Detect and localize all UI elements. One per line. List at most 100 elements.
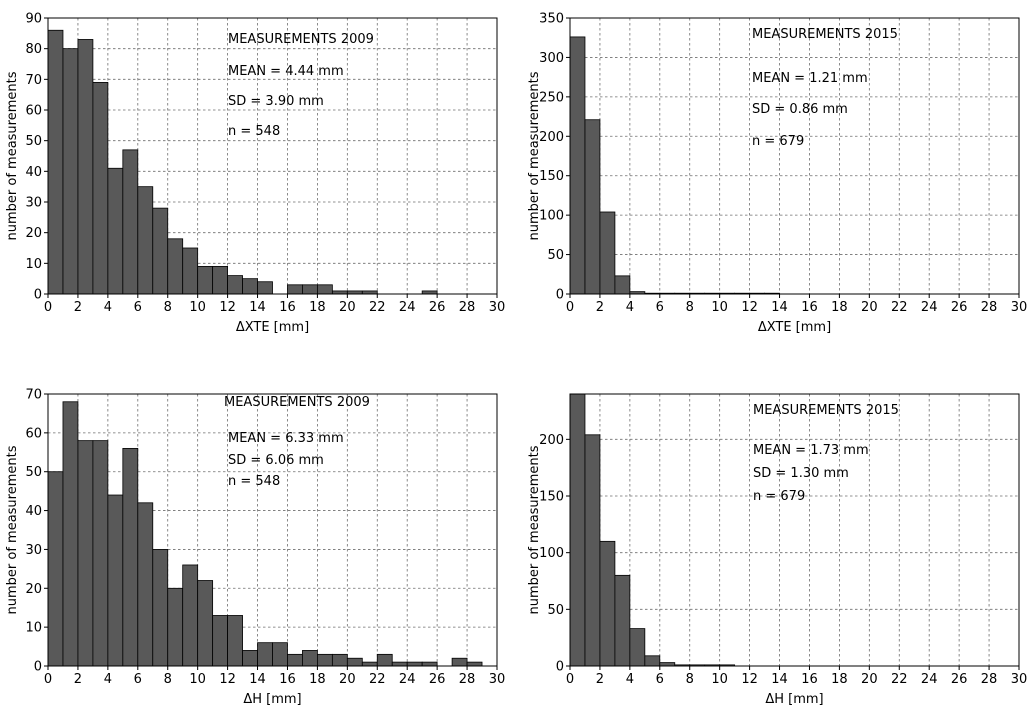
x-tick-label: 2 bbox=[596, 672, 604, 687]
histogram-bar bbox=[122, 149, 139, 295]
histogram-bar bbox=[316, 284, 333, 295]
x-tick-label: 12 bbox=[219, 300, 236, 315]
histogram-bar bbox=[92, 82, 109, 295]
annotation-stat: MEAN = 4.44 mm bbox=[228, 64, 344, 79]
histogram-bar bbox=[182, 564, 199, 667]
histogram-bar bbox=[182, 247, 199, 295]
y-tick-label: 200 bbox=[539, 130, 564, 145]
x-tick-label: 30 bbox=[489, 300, 506, 315]
y-tick-label: 90 bbox=[25, 12, 42, 27]
x-tick-label: 12 bbox=[741, 300, 758, 315]
x-tick-label: 14 bbox=[771, 672, 788, 687]
histogram-bar bbox=[152, 207, 169, 295]
panel-dh-2009: 0 2 4 6 8 10 12 14 16 18 20 22 24 26 28 300102030405060… bbox=[5, 388, 505, 708]
histogram-bar bbox=[376, 653, 393, 667]
x-tick-label: 30 bbox=[1011, 300, 1028, 315]
histogram-bar bbox=[361, 661, 378, 667]
x-tick-label: 2 bbox=[74, 672, 82, 687]
histogram-bar bbox=[569, 393, 586, 667]
y-tick-label: 0 bbox=[34, 660, 42, 675]
histogram-bar bbox=[331, 653, 348, 667]
y-tick-label: 40 bbox=[25, 165, 42, 180]
panel-xte-2009: 0 2 4 6 8 10 12 14 16 18 20 22 24 26 28 300102030405060… bbox=[5, 12, 505, 336]
x-axis-label: ΔH [mm] bbox=[243, 692, 301, 707]
histogram-bar bbox=[629, 628, 646, 667]
x-tick-label: 22 bbox=[369, 672, 386, 687]
histogram-bar bbox=[227, 615, 243, 667]
y-axis-label: number of measurements bbox=[5, 445, 20, 614]
histogram-bar bbox=[122, 447, 139, 667]
annotation-title: MEASUREMENTS 2015 bbox=[753, 403, 899, 418]
histogram-bar bbox=[242, 278, 258, 295]
annotation-stat: SD = 3.90 mm bbox=[228, 94, 324, 109]
x-tick-label: 28 bbox=[459, 300, 476, 315]
x-tick-label: 14 bbox=[249, 300, 266, 315]
y-tick-label: 60 bbox=[25, 426, 42, 441]
x-tick-label: 26 bbox=[429, 672, 446, 687]
x-tick-label: 30 bbox=[489, 672, 506, 687]
x-tick-label: 4 bbox=[104, 300, 112, 315]
histogram-bar bbox=[346, 657, 363, 667]
x-tick-label: 20 bbox=[339, 672, 356, 687]
y-tick-label: 40 bbox=[25, 504, 42, 519]
x-tick-label: 8 bbox=[164, 672, 172, 687]
y-tick-label: 20 bbox=[25, 582, 42, 597]
annotation-stat: n = 679 bbox=[753, 489, 805, 504]
annotation-title: MEASUREMENTS 2009 bbox=[224, 395, 370, 410]
plot-frame bbox=[569, 17, 1020, 295]
y-tick-label: 0 bbox=[556, 288, 564, 303]
y-tick-label: 30 bbox=[25, 543, 42, 558]
x-axis-label: ΔH [mm] bbox=[765, 692, 823, 707]
x-tick-label: 24 bbox=[399, 300, 416, 315]
y-tick-label: 30 bbox=[25, 196, 42, 211]
x-tick-label: 6 bbox=[134, 672, 142, 687]
annotation-title: MEASUREMENTS 2015 bbox=[752, 27, 898, 42]
annotation-title: MEASUREMENTS 2009 bbox=[228, 32, 374, 47]
y-axis-label: number of measurements bbox=[5, 71, 20, 240]
x-tick-label: 24 bbox=[921, 672, 938, 687]
histogram-bar bbox=[242, 650, 258, 667]
x-tick-label: 20 bbox=[339, 300, 356, 315]
x-tick-label: 16 bbox=[801, 300, 818, 315]
histogram-bar bbox=[614, 574, 631, 667]
histogram-bar bbox=[599, 540, 616, 667]
histogram-bar bbox=[569, 36, 586, 295]
x-tick-label: 12 bbox=[741, 672, 758, 687]
y-tick-label: 50 bbox=[547, 603, 564, 618]
x-tick-label: 0 bbox=[566, 300, 574, 315]
histogram-bar bbox=[451, 657, 468, 667]
annotation-stat: SD = 0.86 mm bbox=[752, 102, 848, 117]
x-tick-label: 0 bbox=[44, 672, 52, 687]
annotation-stat: MEAN = 1.73 mm bbox=[753, 443, 869, 458]
x-tick-label: 24 bbox=[399, 672, 416, 687]
x-tick-label: 26 bbox=[429, 300, 446, 315]
y-tick-label: 300 bbox=[539, 51, 564, 66]
plot-frame bbox=[569, 393, 1020, 667]
y-tick-label: 70 bbox=[25, 388, 42, 403]
histogram-bar bbox=[584, 119, 601, 295]
histogram-bar bbox=[212, 265, 228, 295]
x-tick-label: 22 bbox=[369, 300, 386, 315]
x-tick-label: 2 bbox=[596, 300, 604, 315]
annotation-stat: n = 548 bbox=[228, 124, 280, 139]
y-tick-label: 70 bbox=[25, 73, 42, 88]
y-axis-label: number of measurements bbox=[527, 71, 542, 240]
x-tick-label: 18 bbox=[831, 672, 848, 687]
x-tick-label: 26 bbox=[951, 300, 968, 315]
x-tick-label: 20 bbox=[861, 672, 878, 687]
x-tick-label: 8 bbox=[686, 672, 694, 687]
histogram-bar bbox=[391, 661, 408, 667]
histogram-bar bbox=[62, 48, 79, 295]
y-tick-label: 0 bbox=[34, 288, 42, 303]
histogram-bar bbox=[77, 39, 94, 295]
y-tick-label: 250 bbox=[539, 90, 564, 105]
x-tick-label: 10 bbox=[711, 672, 728, 687]
x-tick-label: 12 bbox=[219, 672, 236, 687]
x-tick-label: 16 bbox=[801, 672, 818, 687]
histogram-bar bbox=[302, 284, 318, 295]
x-tick-label: 14 bbox=[249, 672, 266, 687]
x-tick-label: 0 bbox=[44, 300, 52, 315]
x-tick-label: 10 bbox=[189, 300, 206, 315]
annotation-stat: n = 548 bbox=[228, 474, 280, 489]
